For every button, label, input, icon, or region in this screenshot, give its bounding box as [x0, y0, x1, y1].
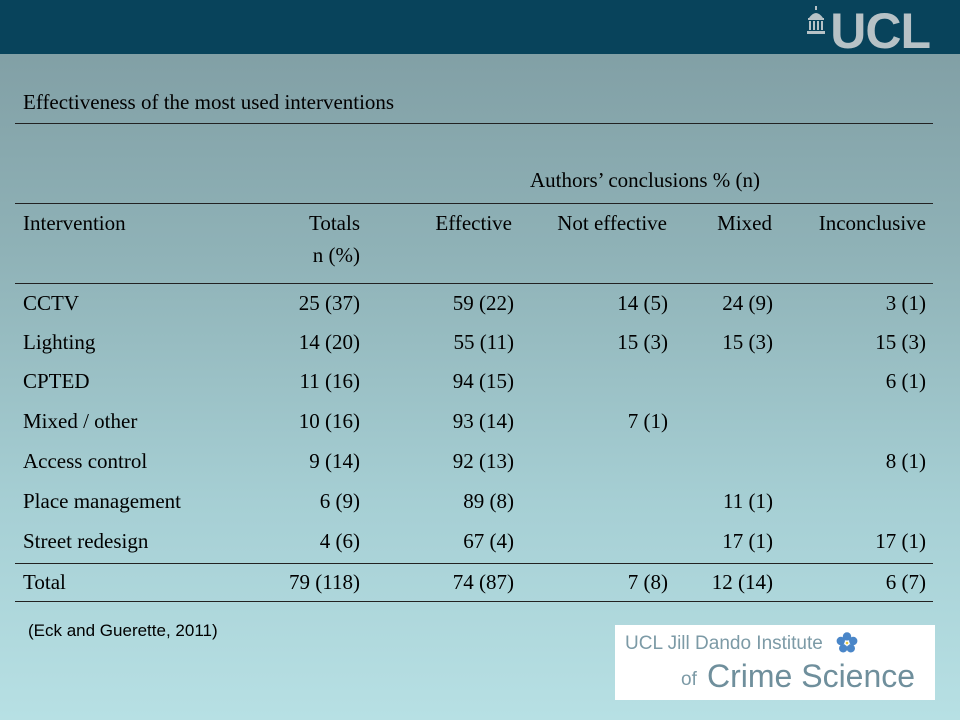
crime-science-text: Crime Science: [707, 658, 916, 694]
total-row: Total 79 (118) 74 (87) 7 (8) 12 (14) 6 (…: [0, 563, 960, 601]
ucl-logo: UCL: [806, 3, 931, 59]
row-not-effective: 14 (5): [617, 291, 668, 315]
ucl-logo-text: UCL: [830, 3, 931, 59]
total-mixed: 12 (14): [711, 570, 773, 594]
row-effective: 59 (22): [452, 291, 514, 315]
row-totals: 25 (37): [298, 291, 360, 315]
table-row: CCTV 25 (37) 59 (22) 14 (5) 24 (9) 3 (1): [0, 284, 960, 322]
group-header: Authors’ conclusions % (n): [530, 168, 760, 192]
forget-me-not-icon: [836, 632, 858, 653]
table-row: Access control 9 (14) 92 (13) 8 (1): [0, 442, 960, 480]
row-inconclusive: 15 (3): [875, 330, 926, 354]
row-totals: 11 (16): [299, 369, 360, 393]
table-row: Mixed / other 10 (16) 93 (14) 7 (1): [0, 402, 960, 440]
institute-of: of: [681, 669, 697, 690]
total-not-effective: 7 (8): [627, 570, 668, 594]
row-inconclusive: 8 (1): [885, 449, 926, 473]
row-inconclusive: 17 (1): [875, 529, 926, 553]
row-intervention: CPTED: [23, 369, 90, 393]
row-effective: 55 (11): [453, 330, 514, 354]
table-row: CPTED 11 (16) 94 (15) 6 (1): [0, 362, 960, 400]
row-inconclusive: 3 (1): [885, 291, 926, 315]
institute-name: UCL Jill Dando Institute: [625, 633, 823, 654]
row-totals: 10 (16): [298, 409, 360, 433]
table-row: Lighting 14 (20) 55 (11) 15 (3) 15 (3) 1…: [0, 323, 960, 361]
row-intervention: CCTV: [23, 291, 80, 315]
table-row: Street redesign 4 (6) 67 (4) 17 (1) 17 (…: [0, 522, 960, 560]
row-totals: 6 (9): [319, 489, 360, 513]
divider: [15, 203, 933, 204]
column-header-totals-line1: Totals: [308, 211, 360, 235]
portico-dome-icon: [807, 6, 826, 34]
column-header-totals-line2: n (%): [312, 243, 360, 267]
row-mixed: 11 (1): [723, 489, 773, 513]
column-header-inconclusive: Inconclusive: [818, 211, 926, 235]
table-caption: Effectiveness of the most used intervent…: [23, 90, 395, 114]
total-label: Total: [23, 570, 66, 594]
row-not-effective: 7 (1): [627, 409, 668, 433]
header-bar: UCL: [0, 0, 960, 59]
column-header-effective: Effective: [435, 211, 512, 235]
row-inconclusive: 6 (1): [885, 369, 926, 393]
total-inconclusive: 6 (7): [885, 570, 926, 594]
row-totals: 4 (6): [319, 529, 360, 553]
row-intervention: Access control: [23, 449, 148, 473]
row-effective: 93 (14): [452, 409, 514, 433]
column-header-intervention: Intervention: [23, 211, 126, 235]
row-effective: 94 (15): [452, 369, 514, 393]
column-header-mixed: Mixed: [717, 211, 772, 235]
divider: [15, 283, 933, 284]
row-intervention: Place management: [23, 489, 182, 513]
total-effective: 74 (87): [452, 570, 514, 594]
row-effective: 67 (4): [463, 529, 514, 553]
divider: [15, 601, 933, 602]
row-intervention: Street redesign: [23, 529, 149, 553]
divider: [15, 563, 933, 564]
row-intervention: Mixed / other: [23, 409, 138, 433]
row-mixed: 17 (1): [722, 529, 773, 553]
row-mixed: 15 (3): [722, 330, 773, 354]
row-effective: 92 (13): [452, 449, 514, 473]
citation: (Eck and Guerette, 2011): [28, 621, 218, 640]
column-header-not-effective: Not effective: [557, 211, 667, 235]
row-totals: 14 (20): [298, 330, 360, 354]
row-intervention: Lighting: [23, 330, 96, 354]
jill-dando-institute-logo: UCL Jill Dando Institute of Crime Scienc…: [615, 625, 935, 700]
column-header-totals: Totals n (%): [309, 207, 360, 271]
total-totals: 79 (118): [289, 570, 360, 594]
row-totals: 9 (14): [309, 449, 360, 473]
row-mixed: 24 (9): [722, 291, 773, 315]
divider: [15, 123, 933, 124]
row-not-effective: 15 (3): [617, 330, 668, 354]
table-row: Place management 6 (9) 89 (8) 11 (1): [0, 482, 960, 520]
row-effective: 89 (8): [463, 489, 514, 513]
